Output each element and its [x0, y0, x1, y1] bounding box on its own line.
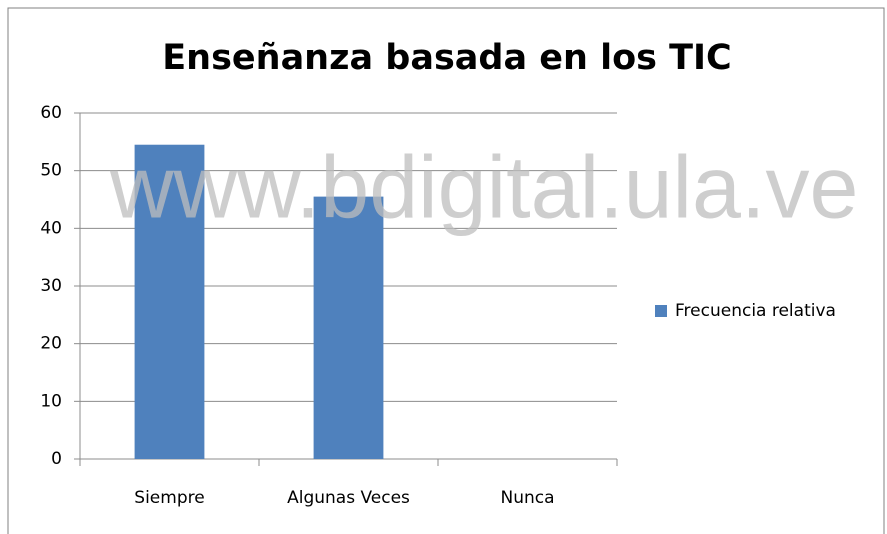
x-tick-label: Algunas Veces [287, 488, 410, 508]
bar [134, 144, 205, 459]
y-tick-label: 40 [40, 218, 62, 238]
y-tick-label: 10 [40, 391, 62, 411]
chart-title: Enseñanza basada en los TIC [162, 38, 732, 78]
bar [313, 196, 384, 459]
y-tick-label: 50 [40, 161, 62, 181]
x-tick-label: Nunca [500, 488, 554, 508]
watermark: www.bdigital.ula.ve [109, 137, 858, 236]
y-tick-label: 30 [40, 276, 62, 296]
legend-swatch [655, 305, 667, 317]
y-tick-label: 0 [51, 449, 62, 469]
x-tick-label: Siempre [134, 488, 204, 508]
y-tick-label: 60 [40, 103, 62, 123]
legend-label: Frecuencia relativa [675, 301, 836, 321]
chart-frame [7, 7, 885, 534]
y-tick-label: 20 [40, 334, 62, 354]
plot-area: 0 10 20 30 40 50 60 Siempre Algunas Veces Nunca [40, 103, 618, 508]
